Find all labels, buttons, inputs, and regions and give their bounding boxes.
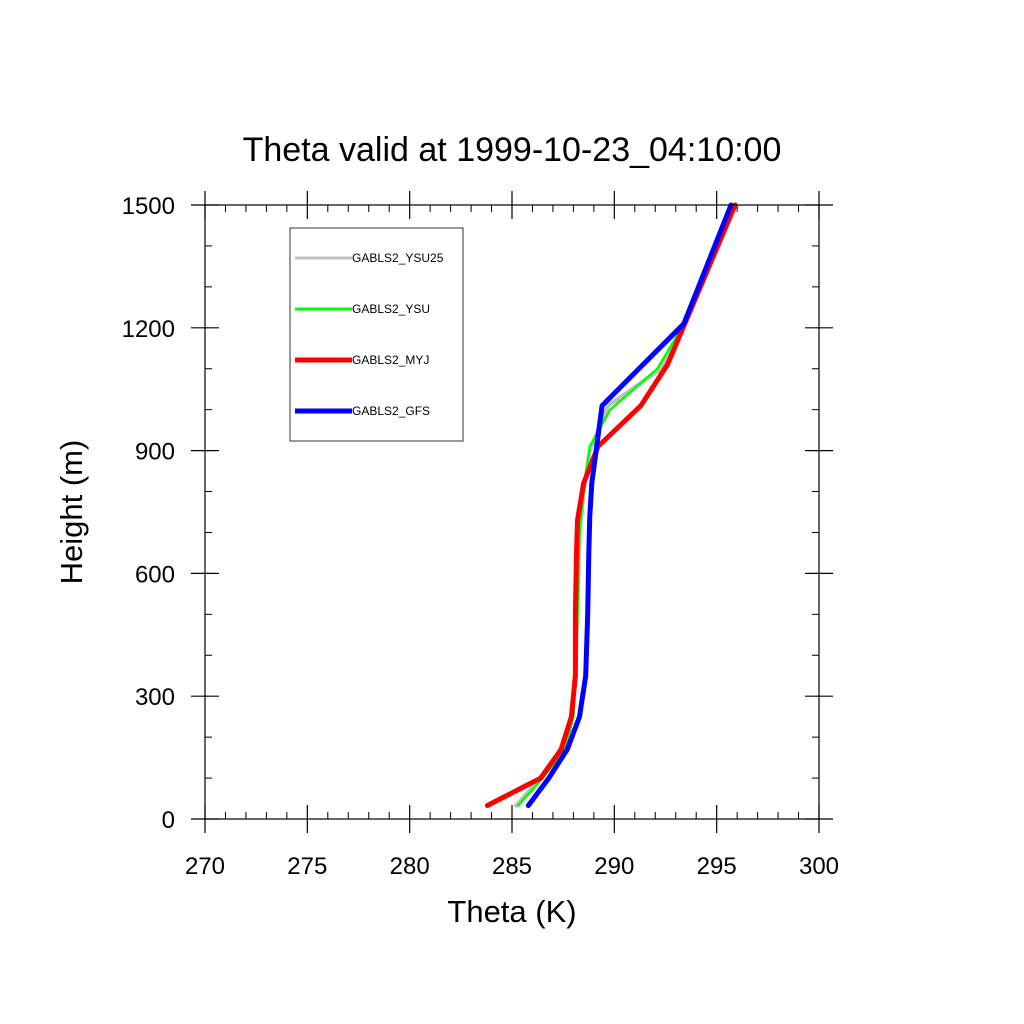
legend-box [289,227,464,442]
x-tick-label: 295 [697,853,737,880]
legend-label: GABLS2_YSU25 [352,251,444,265]
series-line-gabls2-ysu [516,203,735,807]
x-tick-label: 275 [287,853,327,880]
tick-marks [191,191,833,833]
x-tick-label: 280 [390,853,430,880]
legend-label: GABLS2_MYJ [352,353,429,367]
x-tick-label: 270 [185,853,225,880]
chart-title: Theta valid at 1999-10-23_04:10:00 [243,131,782,169]
y-tick-label: 600 [135,561,175,588]
legend-label: GABLS2_YSU [352,302,430,316]
tick-labels: 270 275 280 285 290 295 300 0 300 600 900 1200 1500 [122,193,839,880]
legend: GABLS2_YSU25 GABLS2_YSU GABLS2_MYJ GABLS2_G… [289,227,464,442]
x-axis-label: Theta (K) [447,894,576,929]
legend-label: GABLS2_GFS [352,404,430,418]
y-axis-label: Height (m) [54,440,89,585]
y-tick-label: 300 [135,684,175,711]
series-line-gabls2-myj [484,202,738,808]
x-tick-label: 285 [492,853,532,880]
x-tick-label: 290 [594,853,634,880]
y-tick-label: 0 [162,807,175,834]
x-tick-label: 300 [799,853,839,880]
series-line-gabls2-ysu25 [514,203,738,808]
plot-frame [204,204,820,820]
series-lines [484,202,738,808]
y-tick-label: 1200 [122,316,175,343]
series-line-gabls2-gfs [525,202,734,808]
y-tick-label: 1500 [122,193,175,220]
y-tick-label: 900 [135,439,175,466]
